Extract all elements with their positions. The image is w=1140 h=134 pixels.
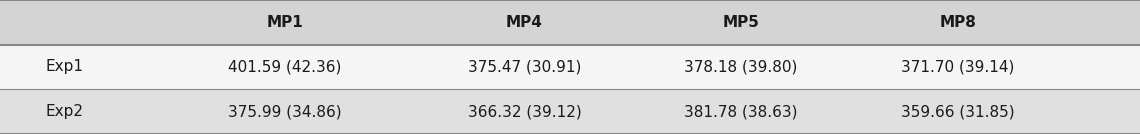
Text: Exp1: Exp1: [46, 59, 83, 75]
Text: MP8: MP8: [939, 15, 976, 30]
Text: 375.47 (30.91): 375.47 (30.91): [467, 59, 581, 75]
Text: 371.70 (39.14): 371.70 (39.14): [901, 59, 1015, 75]
Text: 378.18 (39.80): 378.18 (39.80): [684, 59, 798, 75]
Text: Exp2: Exp2: [46, 104, 83, 119]
Text: MP4: MP4: [506, 15, 543, 30]
Bar: [0, 0, 1140, 45]
Bar: [0, 45, 1140, 89]
Text: 375.99 (34.86): 375.99 (34.86): [228, 104, 342, 119]
Text: 381.78 (38.63): 381.78 (38.63): [684, 104, 798, 119]
Text: 359.66 (31.85): 359.66 (31.85): [901, 104, 1015, 119]
Text: MP5: MP5: [723, 15, 759, 30]
Bar: [0, 89, 1140, 134]
Text: MP1: MP1: [267, 15, 303, 30]
Text: 366.32 (39.12): 366.32 (39.12): [467, 104, 581, 119]
Text: 401.59 (42.36): 401.59 (42.36): [228, 59, 342, 75]
